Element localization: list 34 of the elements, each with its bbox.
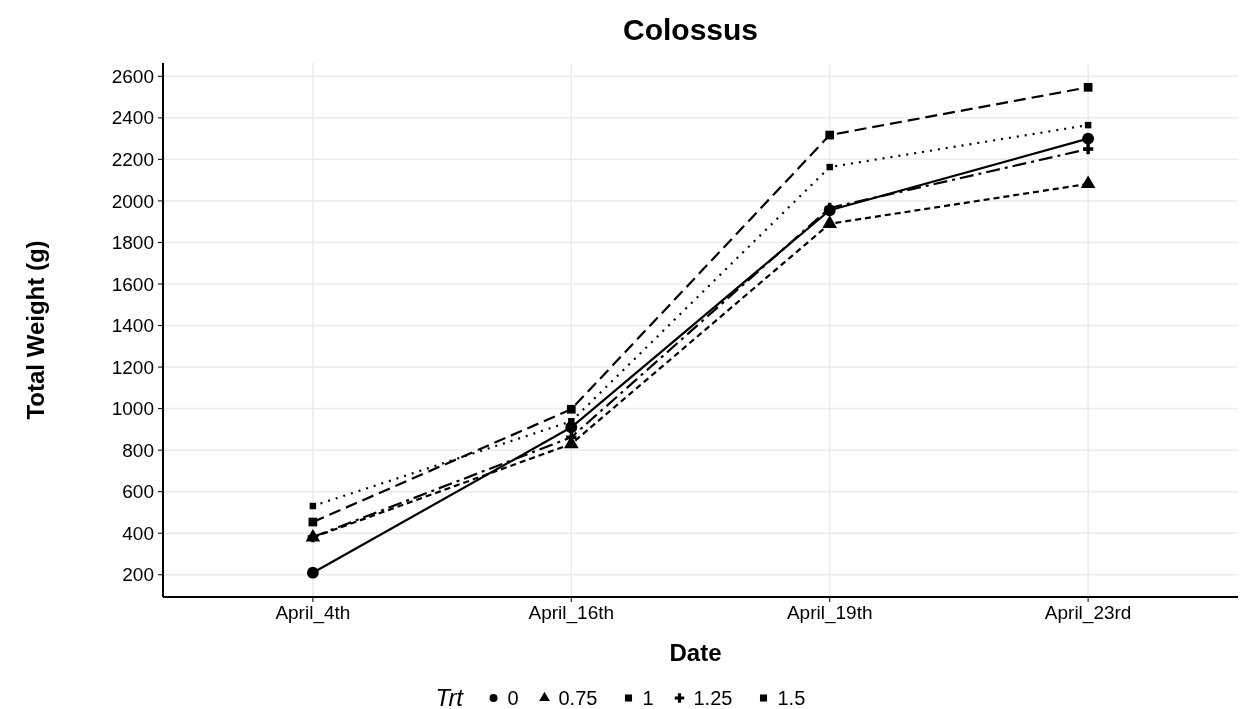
legend-label: 1.25	[693, 687, 733, 709]
y-tick-label: 800	[122, 439, 154, 461]
point	[306, 566, 319, 579]
x-axis-title: Date	[669, 639, 722, 666]
y-tick-label: 1400	[111, 315, 154, 337]
y-tick-label: 2000	[111, 190, 154, 212]
point	[566, 404, 576, 414]
y-tick-label: 1000	[111, 398, 154, 420]
y-axis-title: Total Weight (g)	[22, 240, 49, 420]
point	[825, 130, 835, 140]
legend-label: 0	[507, 687, 519, 709]
point	[1082, 132, 1095, 145]
y-tick-label: 1600	[111, 273, 154, 295]
chart-title: Colossus	[622, 13, 759, 46]
legend-title: Trt	[435, 684, 465, 709]
y-tick-label: 1800	[111, 232, 154, 254]
y-tick-label: 2600	[111, 65, 154, 87]
point	[1083, 82, 1093, 92]
x-tick-label: April_19th	[786, 602, 873, 624]
legend-label: 1	[642, 687, 654, 709]
point	[1082, 143, 1094, 155]
y-tick-label: 1200	[111, 356, 154, 378]
point	[1080, 175, 1096, 189]
y-tick-label: 2400	[111, 107, 154, 129]
x-tick-label: April_4th	[275, 602, 351, 624]
x-tick-label: April_16th	[528, 602, 615, 624]
y-tick-label: 2200	[111, 149, 154, 171]
x-tick-label: April_23rd	[1044, 602, 1132, 624]
point	[826, 163, 833, 171]
legend-label: 0.75	[558, 687, 598, 709]
y-tick-label: 600	[122, 481, 154, 503]
legend-label: 1.5	[777, 687, 806, 709]
y-tick-label: 200	[122, 564, 154, 586]
y-tick-label: 400	[122, 522, 154, 544]
